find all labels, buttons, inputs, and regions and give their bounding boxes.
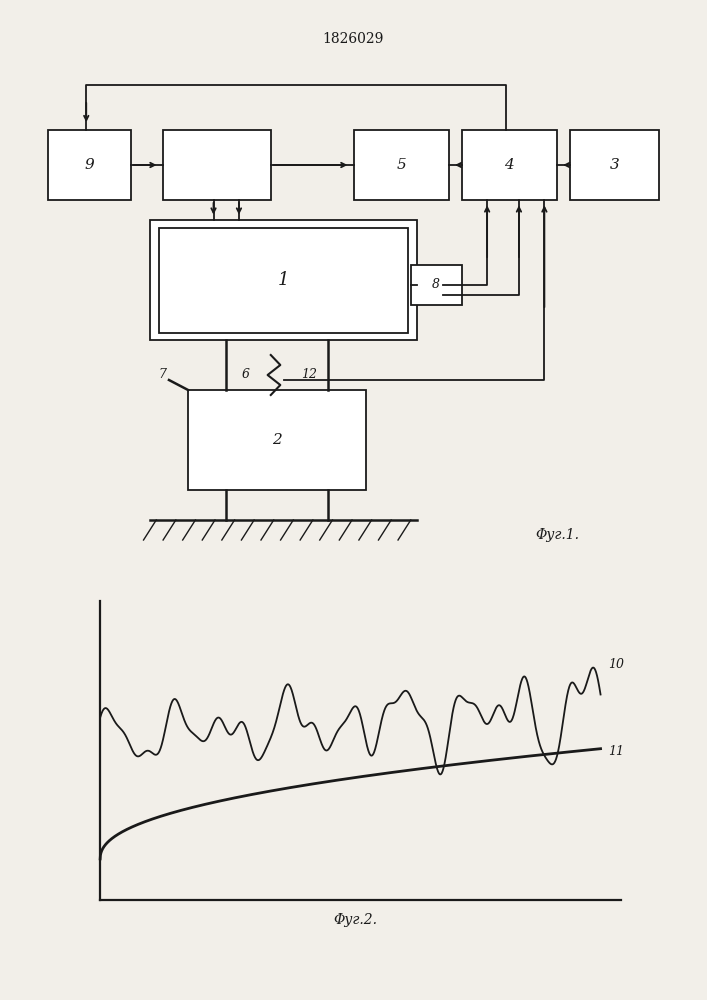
Bar — [150, 220, 417, 340]
Text: 11: 11 — [608, 745, 624, 758]
Bar — [188, 390, 366, 490]
Text: 9: 9 — [85, 158, 94, 172]
Text: 12: 12 — [301, 368, 317, 381]
Bar — [160, 228, 407, 332]
Text: 5: 5 — [397, 158, 406, 172]
Bar — [354, 130, 449, 200]
Text: 6: 6 — [241, 368, 250, 381]
Text: 4: 4 — [505, 158, 514, 172]
Bar — [411, 265, 462, 305]
Bar — [48, 130, 131, 200]
Text: 3: 3 — [609, 158, 619, 172]
Bar — [462, 130, 557, 200]
Text: 1: 1 — [278, 271, 289, 289]
Bar — [570, 130, 659, 200]
Bar — [163, 130, 271, 200]
Text: 7: 7 — [158, 368, 167, 381]
Text: 2: 2 — [272, 433, 282, 447]
Text: Φуг.2.: Φуг.2. — [334, 913, 378, 927]
Text: Φуг.1.: Φуг.1. — [535, 528, 579, 542]
Text: 1826029: 1826029 — [323, 32, 384, 46]
Text: 8: 8 — [432, 278, 440, 292]
Text: 10: 10 — [608, 658, 624, 671]
